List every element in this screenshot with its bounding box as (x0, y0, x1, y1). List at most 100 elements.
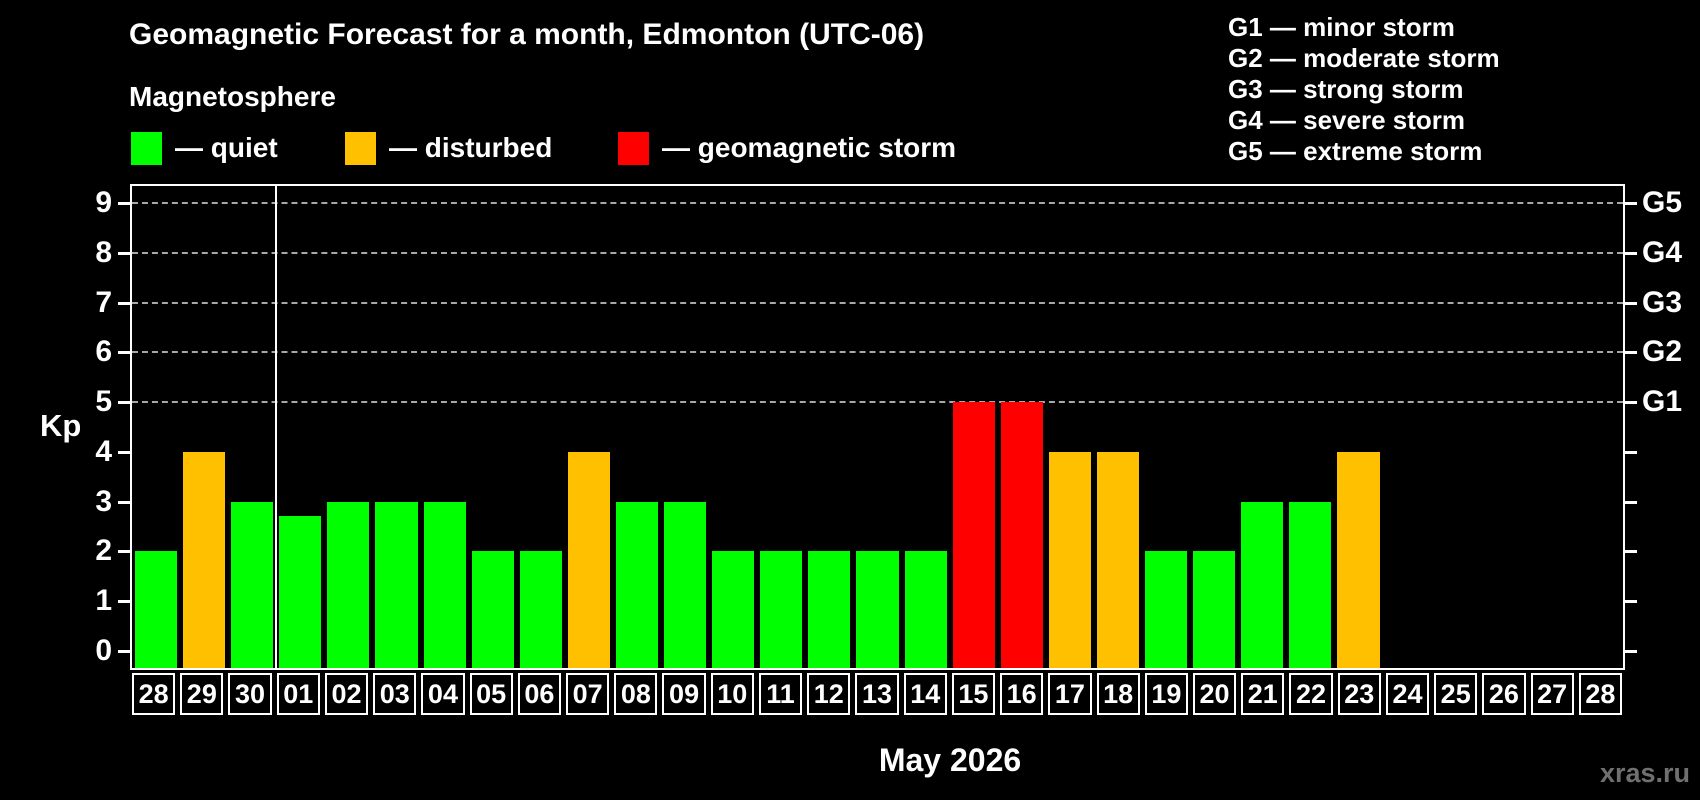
bar-day-13 (856, 551, 899, 668)
x-axis-label: May 2026 (878, 742, 1022, 778)
right-axis-tick (1625, 500, 1637, 504)
bar-day-04 (423, 501, 466, 668)
y-axis-tick (118, 599, 130, 603)
y-tick-label-4: 4 (95, 434, 112, 468)
y-axis-tick (118, 351, 130, 355)
y-axis-tick (118, 649, 130, 653)
bar-day-20 (1193, 551, 1236, 668)
legend-item-label: — disturbed (389, 132, 553, 163)
bar-day-11 (760, 551, 803, 668)
right-axis-tick (1625, 599, 1637, 603)
bar-day-19 (1145, 551, 1188, 668)
watermark: xras.ru (1599, 758, 1690, 788)
right-axis-tick (1625, 202, 1637, 206)
bar-day-06 (519, 551, 562, 668)
gridline-kp8 (132, 252, 1623, 255)
storm-scale-legend-line: G2 — moderate storm (1228, 43, 1500, 73)
day-label-19: 19 (1144, 673, 1188, 715)
day-label-28-prev-month: 28 (132, 673, 176, 715)
right-axis-tick (1625, 401, 1637, 405)
day-label-26: 26 (1482, 673, 1526, 715)
bar-day-28 (135, 551, 178, 668)
y-tick-label-9: 9 (95, 186, 112, 220)
right-axis-tick (1625, 351, 1637, 355)
day-label-25: 25 (1434, 673, 1478, 715)
y-tick-label-2: 2 (95, 534, 112, 568)
g-scale-label-G4: G4 (1642, 236, 1683, 270)
bar-day-16 (1000, 402, 1043, 668)
right-axis-tick (1625, 301, 1637, 305)
bar-day-15 (952, 402, 995, 668)
y-tick-label-6: 6 (95, 335, 112, 369)
gridline-kp9 (132, 202, 1623, 205)
legend-item-storm: — geomagnetic storm (618, 130, 956, 166)
day-label-08: 08 (614, 673, 658, 715)
legend-item-disturbed: — disturbed (345, 130, 552, 166)
disturbed-color-swatch (345, 131, 376, 165)
g-scale-label-G3: G3 (1642, 285, 1683, 319)
y-axis-tick (118, 301, 130, 305)
quiet-color-swatch (131, 131, 162, 165)
day-label-05: 05 (469, 673, 513, 715)
day-label-28: 28 (1578, 673, 1622, 715)
y-tick-label-8: 8 (95, 236, 112, 270)
day-label-03: 03 (373, 673, 417, 715)
day-label-07: 07 (566, 673, 610, 715)
y-tick-label-5: 5 (95, 385, 112, 419)
bar-day-12 (808, 551, 851, 668)
bar-day-08 (615, 501, 659, 668)
magnetosphere-subtitle: Magnetosphere (129, 81, 336, 112)
day-label-14: 14 (903, 673, 947, 715)
y-tick-label-3: 3 (95, 484, 112, 518)
page-title: Geomagnetic Forecast for a month, Edmont… (129, 18, 925, 51)
day-label-20: 20 (1192, 673, 1237, 715)
g-scale-label-G1: G1 (1642, 385, 1683, 419)
legend-item-label: — geomagnetic storm (662, 132, 957, 163)
bar-day-05 (471, 551, 514, 668)
y-tick-label-1: 1 (95, 583, 112, 617)
g-scale-label-G2: G2 (1642, 335, 1683, 369)
y-axis-tick (118, 500, 130, 504)
storm-color-swatch (618, 131, 649, 165)
day-label-02: 02 (324, 673, 369, 715)
storm-scale-legend-line: G4 — severe storm (1228, 105, 1466, 135)
legend-item-label: — quiet (175, 132, 278, 163)
day-label-27: 27 (1530, 673, 1574, 715)
storm-scale-legend-line: G3 — strong storm (1228, 74, 1464, 104)
bar-day-01 (279, 516, 322, 668)
y-axis-tick (118, 550, 130, 554)
day-label-15: 15 (951, 673, 996, 715)
day-label-11: 11 (758, 673, 803, 715)
gridline-kp5 (132, 401, 1623, 404)
y-tick-label-0: 0 (95, 633, 112, 667)
day-label-04: 04 (421, 673, 465, 715)
bar-day-17 (1048, 451, 1091, 668)
bar-day-03 (375, 501, 418, 668)
bar-day-09 (664, 501, 707, 668)
gridline-kp7 (132, 301, 1623, 304)
right-axis-tick (1625, 649, 1637, 653)
g-scale-label-G5: G5 (1642, 186, 1683, 220)
day-label-12: 12 (807, 673, 851, 715)
day-label-01: 01 (276, 673, 320, 715)
day-label-21: 21 (1241, 673, 1285, 715)
day-label-22: 22 (1289, 673, 1333, 715)
storm-scale-legend-line: G5 — extreme storm (1228, 136, 1483, 166)
bar-day-14 (904, 551, 947, 668)
y-axis-tick (118, 450, 130, 454)
bar-day-21 (1241, 501, 1284, 668)
y-axis-label: Kp (40, 408, 82, 443)
legend-item-quiet: — quiet (131, 130, 278, 166)
y-axis-tick (118, 401, 130, 405)
y-tick-label-7: 7 (95, 285, 112, 319)
day-label-24: 24 (1385, 673, 1430, 715)
bar-day-18 (1096, 451, 1140, 668)
gridline-kp6 (132, 351, 1623, 354)
bar-day-29 (183, 451, 226, 668)
bar-day-30 (231, 501, 274, 668)
right-axis-tick (1625, 550, 1637, 554)
day-label-17: 17 (1048, 673, 1092, 715)
month-separator-line (275, 186, 278, 668)
bar-day-07 (567, 451, 610, 668)
